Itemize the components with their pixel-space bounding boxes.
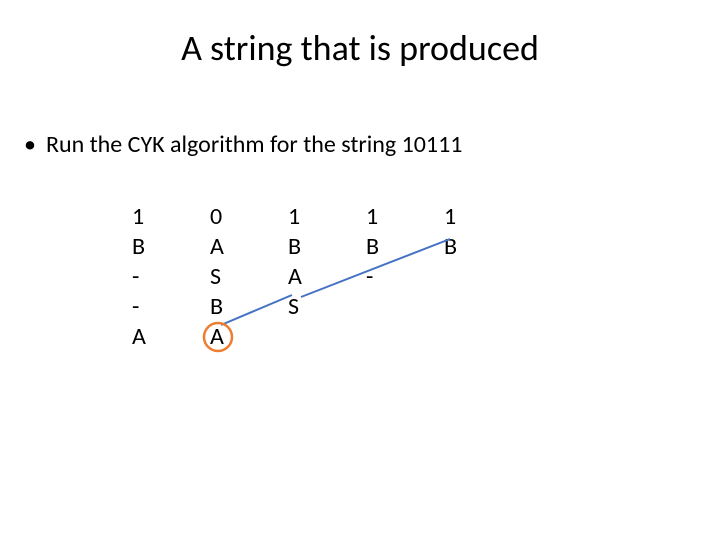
col-3: 1 B -	[366, 202, 406, 292]
col-0-row-2: -	[132, 292, 172, 322]
col-1-row-1: S	[210, 262, 250, 292]
col-2-row-0: B	[288, 232, 328, 262]
bullet-line: • Run the CYK algorithm for the string 10…	[24, 130, 462, 159]
col-3-row-1: -	[366, 262, 406, 292]
bullet-text: Run the CYK algorithm for the string 101…	[46, 130, 462, 159]
col-1-row-3: A	[210, 322, 250, 352]
col-2-header: 1	[288, 202, 328, 232]
annotations-layer	[0, 0, 720, 540]
col-2: 1 B A S	[288, 202, 328, 322]
col-4-row-0: B	[444, 232, 484, 262]
col-2-row-1: A	[288, 262, 328, 292]
col-0-row-3: A	[132, 322, 172, 352]
col-0-row-1: -	[132, 262, 172, 292]
col-0: 1 B - - A	[132, 202, 172, 352]
col-1-row-0: A	[210, 232, 250, 262]
col-3-row-0: B	[366, 232, 406, 262]
col-0-header: 1	[132, 202, 172, 232]
slide-title: A string that is produced	[0, 26, 720, 70]
col-1-row-2: B	[210, 292, 250, 322]
col-3-header: 1	[366, 202, 406, 232]
col-2-row-2: S	[288, 292, 328, 322]
col-1: 0 A S B A	[210, 202, 250, 352]
bullet-dot: •	[24, 130, 36, 159]
col-1-header: 0	[210, 202, 250, 232]
col-4: 1 B	[444, 202, 484, 262]
col-0-row-0: B	[132, 232, 172, 262]
col-4-header: 1	[444, 202, 484, 232]
